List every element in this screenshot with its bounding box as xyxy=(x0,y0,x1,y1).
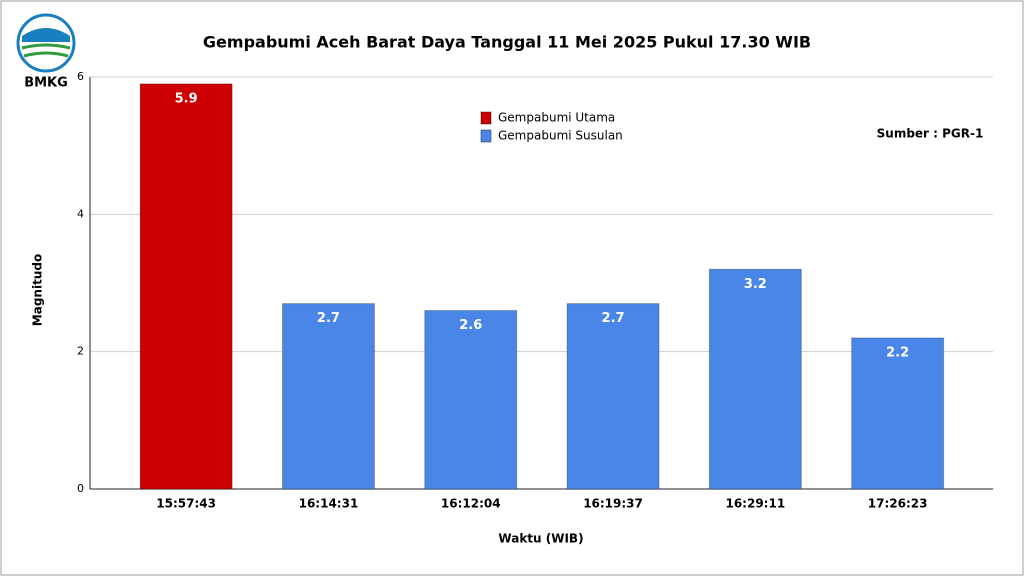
logo-text: BMKG xyxy=(24,76,68,91)
legend-swatch xyxy=(480,129,492,143)
logo-ring xyxy=(16,13,76,73)
x-tick-label: 15:57:43 xyxy=(156,497,216,511)
bar xyxy=(566,303,660,490)
bar xyxy=(424,309,518,490)
bar xyxy=(851,337,945,490)
bar xyxy=(708,268,802,490)
y-tick-label: 6 xyxy=(77,70,84,83)
logo-wave xyxy=(21,43,71,50)
data-label: 5.9 xyxy=(175,91,198,106)
chart-title: Gempabumi Aceh Barat Daya Tanggal 11 Mei… xyxy=(203,33,811,52)
logo-wave xyxy=(23,51,69,58)
data-label: 2.6 xyxy=(459,318,482,333)
data-label: 2.2 xyxy=(886,345,909,360)
x-tick-label: 16:19:37 xyxy=(583,497,643,511)
logo: BMKG xyxy=(16,13,76,91)
y-tick-label: 4 xyxy=(77,207,84,220)
x-tick-label: 16:14:31 xyxy=(299,497,359,511)
legend-swatch xyxy=(480,111,492,125)
y-tick-label: 2 xyxy=(77,345,84,358)
x-tick-label: 16:12:04 xyxy=(441,497,501,511)
bar xyxy=(139,83,233,490)
bar xyxy=(281,303,375,490)
logo-sky xyxy=(22,28,70,42)
legend-label: Gempabumi Utama xyxy=(498,111,615,125)
x-axis-label: Waktu (WIB) xyxy=(498,532,583,546)
y-axis-label: Magnitudo xyxy=(31,254,45,326)
legend-label: Gempabumi Susulan xyxy=(498,129,623,143)
annotation: Sumber : PGR-1 xyxy=(877,127,984,141)
y-tick-label: 0 xyxy=(77,482,84,495)
data-label: 2.7 xyxy=(317,311,340,326)
x-tick-label: 17:26:23 xyxy=(868,497,928,511)
data-label: 2.7 xyxy=(602,311,625,326)
x-tick-label: 16:29:11 xyxy=(725,497,785,511)
data-label: 3.2 xyxy=(744,277,767,292)
